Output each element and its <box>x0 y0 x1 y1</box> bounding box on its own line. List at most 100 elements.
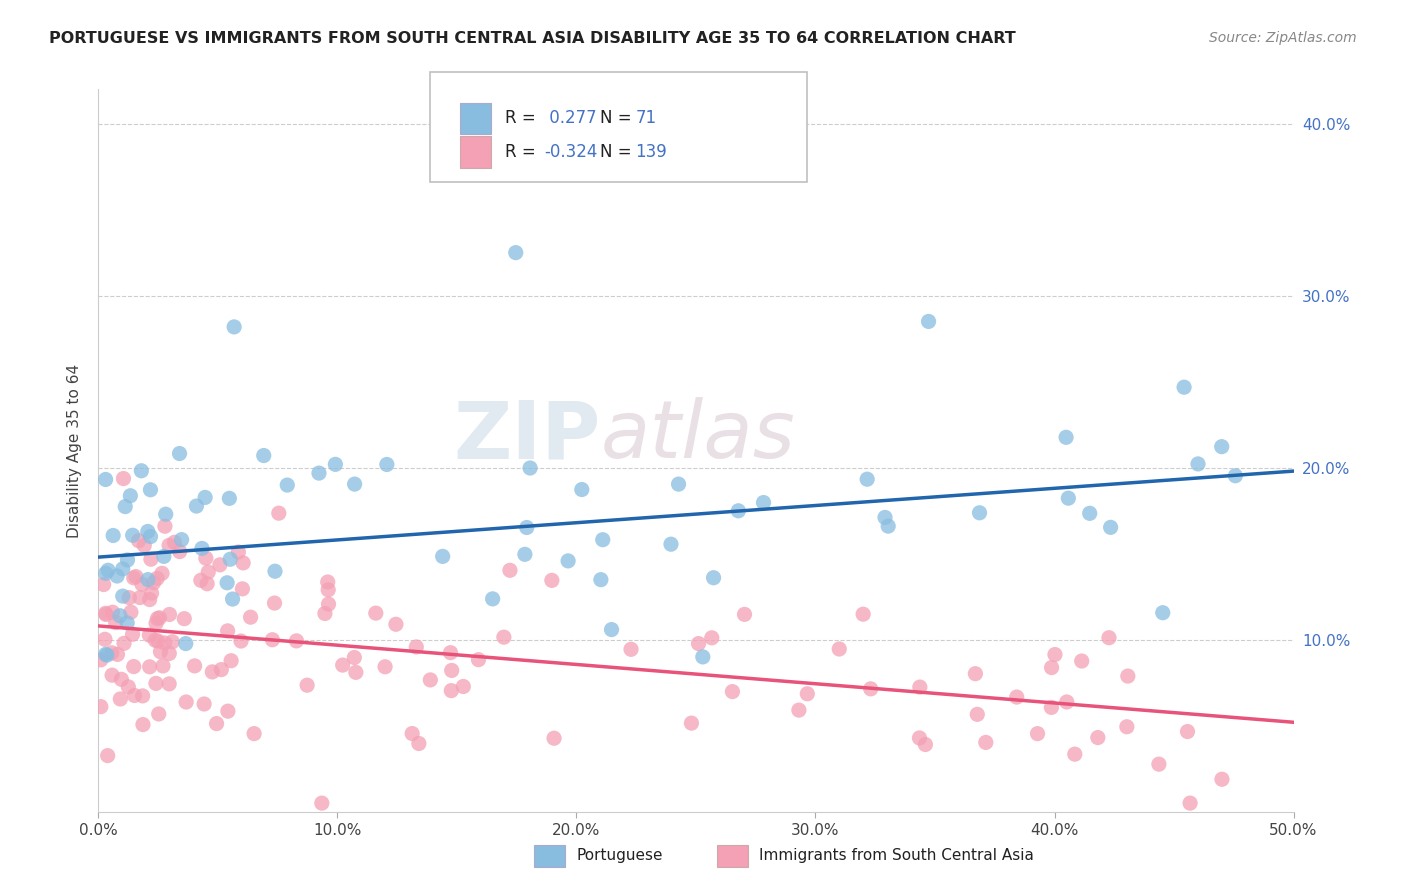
Point <box>94 566 117 581</box>
Point <box>432 549 454 564</box>
Point <box>90 653 112 667</box>
Point <box>332 658 354 673</box>
Point <box>94 607 117 621</box>
Point <box>105 569 128 583</box>
Point <box>1040 660 1063 674</box>
Text: 139: 139 <box>636 143 668 161</box>
Point <box>153 519 176 533</box>
Point <box>787 703 810 717</box>
Point <box>1211 772 1233 787</box>
Point <box>316 574 339 589</box>
Point <box>405 640 427 654</box>
Point <box>117 553 139 567</box>
Point <box>267 506 290 520</box>
Point <box>481 591 503 606</box>
Point <box>873 510 896 524</box>
Point <box>143 633 166 648</box>
Point <box>115 615 138 630</box>
Point <box>134 538 156 552</box>
Point <box>217 704 239 718</box>
Point <box>170 533 193 547</box>
Text: -0.324: -0.324 <box>544 143 598 161</box>
Point <box>1063 747 1085 761</box>
Point <box>142 575 165 590</box>
Point <box>1026 726 1049 740</box>
Point <box>325 458 347 472</box>
Point <box>908 731 931 745</box>
Point <box>285 633 308 648</box>
Point <box>145 676 167 690</box>
Point <box>681 716 703 731</box>
Point <box>146 571 169 585</box>
Point <box>157 538 180 552</box>
Point <box>852 607 875 622</box>
Point <box>125 569 148 583</box>
Text: R =: R = <box>505 109 541 128</box>
Point <box>1187 457 1209 471</box>
Point <box>191 541 214 556</box>
Point <box>401 726 423 740</box>
Point <box>859 681 882 696</box>
Point <box>219 654 242 668</box>
Point <box>557 554 579 568</box>
Point <box>173 612 195 626</box>
Point <box>122 571 145 585</box>
Point <box>1057 491 1080 505</box>
Point <box>1087 731 1109 745</box>
Point <box>264 564 287 578</box>
Text: R =: R = <box>505 143 541 161</box>
Point <box>136 524 159 539</box>
Text: Immigrants from South Central Asia: Immigrants from South Central Asia <box>759 848 1035 863</box>
Point <box>157 677 180 691</box>
Point <box>692 649 714 664</box>
Point <box>1005 690 1028 704</box>
Point <box>110 692 132 706</box>
Point <box>218 491 240 506</box>
Point <box>138 628 160 642</box>
Point <box>453 680 475 694</box>
Point <box>308 466 330 480</box>
Point <box>1056 695 1078 709</box>
Point <box>153 636 176 650</box>
Point <box>131 577 153 591</box>
Point <box>117 680 139 694</box>
Point <box>94 632 117 647</box>
Text: Source: ZipAtlas.com: Source: ZipAtlas.com <box>1209 31 1357 45</box>
Point <box>1078 506 1101 520</box>
Point <box>1070 654 1092 668</box>
Point <box>295 678 318 692</box>
Point <box>132 717 155 731</box>
Point <box>112 636 135 650</box>
Y-axis label: Disability Age 35 to 64: Disability Age 35 to 64 <box>67 363 83 538</box>
Point <box>169 446 191 460</box>
Point <box>974 735 997 749</box>
Point <box>232 556 254 570</box>
Point <box>877 519 900 533</box>
Point <box>1152 606 1174 620</box>
Point <box>97 563 120 577</box>
Point <box>1115 720 1137 734</box>
Point <box>1225 468 1247 483</box>
Point <box>276 478 298 492</box>
Point <box>1116 669 1139 683</box>
Point <box>231 582 253 596</box>
Point <box>131 464 153 478</box>
Point <box>122 659 145 673</box>
Point <box>703 571 725 585</box>
Point <box>1054 430 1077 444</box>
Point <box>540 574 562 588</box>
Point <box>796 687 818 701</box>
Point <box>1178 796 1201 810</box>
Point <box>543 731 565 746</box>
Point <box>94 473 117 487</box>
Point <box>96 648 118 662</box>
Point <box>183 659 205 673</box>
Point <box>914 738 936 752</box>
Point <box>155 507 177 521</box>
Point <box>908 680 931 694</box>
Point <box>128 533 150 548</box>
Point <box>150 566 173 581</box>
Point <box>107 648 129 662</box>
Point <box>1099 520 1122 534</box>
Point <box>139 530 162 544</box>
